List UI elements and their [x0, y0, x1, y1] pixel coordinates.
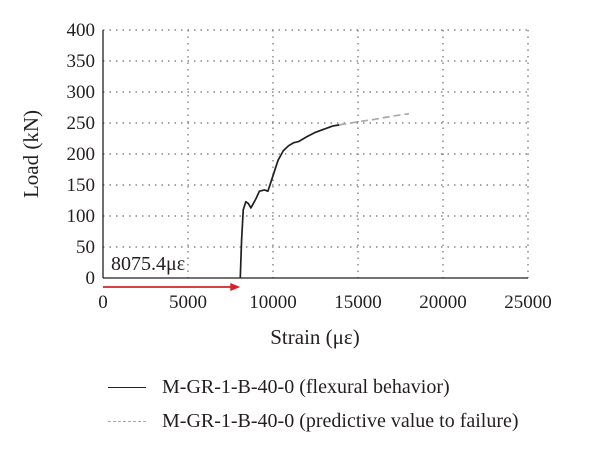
strain-offset-annotation: 8075.4με — [103, 253, 241, 291]
x-axis-title: Strain (με) — [270, 325, 359, 349]
x-tick-labels: 0 5000 10000 15000 20000 25000 — [98, 292, 552, 313]
y-tick-label: 350 — [67, 51, 96, 72]
y-tick-label: 250 — [67, 113, 96, 134]
y-tick-labels: 0 50 100 150 200 250 300 350 400 — [67, 20, 96, 289]
y-tick-label: 50 — [76, 237, 95, 258]
x-tick-label: 5000 — [169, 292, 207, 313]
legend-swatch-solid — [108, 386, 146, 388]
x-tick-label: 20000 — [419, 292, 467, 313]
series-predictive-line — [339, 112, 410, 126]
series-flexural-line — [239, 124, 340, 279]
legend: M-GR-1-B-40-0 (flexural behavior) M-GR-1… — [108, 370, 519, 438]
grid-lines — [103, 29, 529, 278]
legend-label-flexural: M-GR-1-B-40-0 (flexural behavior) — [162, 375, 450, 398]
legend-label-predictive: M-GR-1-B-40-0 (predictive value to failu… — [162, 409, 519, 432]
y-tick-label: 400 — [67, 20, 96, 41]
y-tick-label: 150 — [67, 175, 96, 196]
legend-item-flexural: M-GR-1-B-40-0 (flexural behavior) — [108, 370, 519, 404]
x-tick-label: 10000 — [249, 292, 297, 313]
strain-offset-arrowhead — [230, 283, 241, 291]
y-tick-label: 300 — [67, 82, 96, 103]
axes — [102, 30, 528, 279]
strain-offset-label: 8075.4με — [111, 253, 185, 275]
legend-item-predictive: M-GR-1-B-40-0 (predictive value to failu… — [108, 404, 519, 438]
x-tick-label: 0 — [98, 292, 108, 313]
x-tick-label: 25000 — [504, 292, 552, 313]
x-tick-label: 15000 — [334, 292, 382, 313]
y-axis-title: Load (kN) — [19, 110, 43, 198]
y-tick-label: 200 — [67, 144, 96, 165]
series-lines — [239, 112, 410, 279]
y-tick-label: 0 — [86, 268, 96, 289]
y-tick-label: 100 — [67, 206, 96, 227]
legend-swatch-dashed — [108, 420, 146, 422]
